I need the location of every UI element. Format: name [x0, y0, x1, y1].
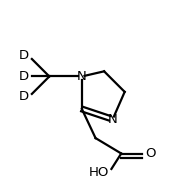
Text: D: D	[19, 49, 29, 62]
Text: N: N	[77, 70, 87, 83]
Text: D: D	[19, 70, 29, 83]
Text: O: O	[145, 147, 156, 160]
Text: D: D	[19, 90, 29, 104]
Text: N: N	[108, 113, 118, 126]
Text: HO: HO	[89, 166, 109, 179]
